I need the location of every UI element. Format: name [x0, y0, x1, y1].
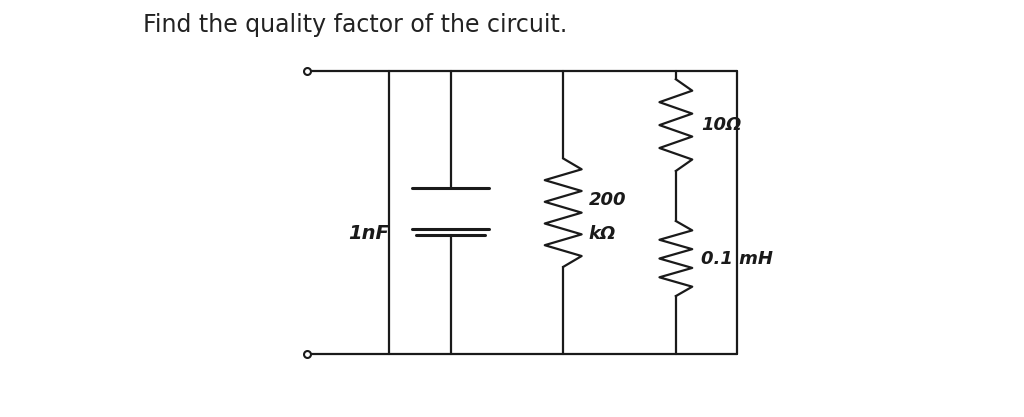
Text: 1nF: 1nF: [348, 224, 389, 243]
Text: 200: 200: [589, 191, 627, 209]
Text: 0.1 mH: 0.1 mH: [701, 249, 773, 268]
Text: Find the quality factor of the circuit.: Find the quality factor of the circuit.: [143, 13, 567, 37]
Text: kΩ: kΩ: [589, 224, 616, 243]
Text: 10Ω: 10Ω: [701, 116, 741, 134]
